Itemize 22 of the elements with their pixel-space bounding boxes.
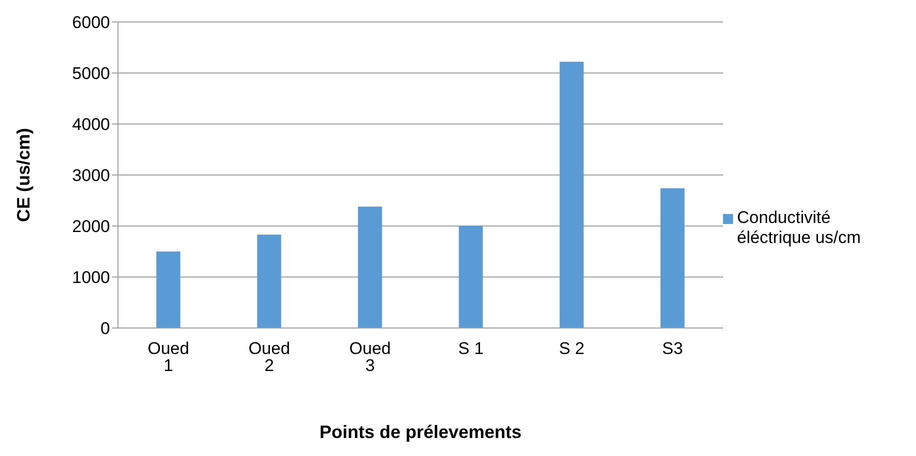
y-tick-label: 0	[100, 319, 110, 338]
y-tick-label: 3000	[72, 166, 110, 186]
legend-label: Conductivité éléctrique us/cm	[737, 208, 862, 248]
bar	[358, 206, 382, 328]
bar	[458, 226, 483, 328]
y-tick-label: 1000	[72, 268, 110, 288]
y-tick-label: 4000	[72, 115, 110, 134]
x-tick-label: Oued 2	[248, 339, 290, 376]
y-tick-label: 5000	[72, 64, 110, 84]
x-tick-label: S 1	[458, 339, 484, 358]
bar	[156, 252, 180, 328]
y-tick-label: 2000	[72, 217, 110, 236]
x-tick-label: S 2	[558, 339, 585, 358]
x-tick-label: S3	[662, 339, 683, 358]
bar	[660, 188, 684, 328]
y-axis-title: CE (us/cm)	[13, 128, 34, 222]
x-tick-label: Oued 3	[349, 339, 391, 376]
bar	[257, 234, 282, 328]
y-tick-label: 6000	[72, 13, 110, 32]
bar	[560, 62, 584, 328]
x-tick-label: Oued 1	[148, 339, 190, 376]
x-axis-title: Points de prélevements	[319, 422, 522, 442]
